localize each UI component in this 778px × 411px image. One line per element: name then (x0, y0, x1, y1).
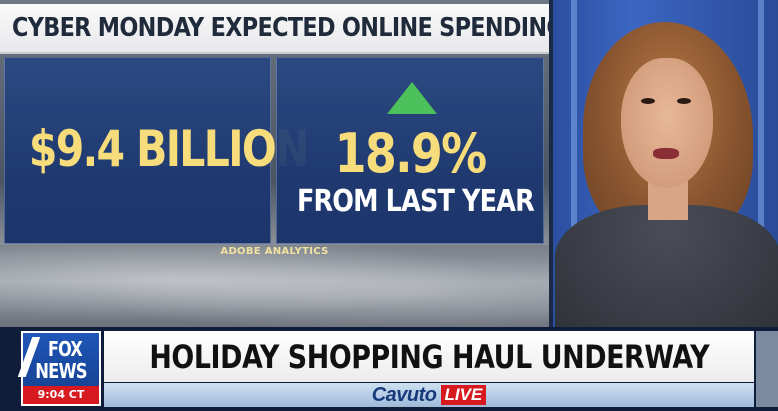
anchor-mouth (653, 148, 679, 159)
growth-percent: 18.9% (334, 122, 487, 185)
headline-banner: HOLIDAY SHOPPING HAUL UNDERWAY (104, 331, 754, 382)
studio-light-stripe (758, 0, 764, 327)
anchor-face (621, 58, 713, 188)
graphic-headline: CYBER MONDAY EXPECTED ONLINE SPENDING (12, 13, 549, 43)
show-bar: Cavuto LIVE (104, 383, 754, 407)
lower-third-edge (756, 331, 778, 407)
fox-news-logo: FOX NEWS 9:04 CT (17, 331, 101, 406)
show-name: Cavuto (371, 383, 437, 406)
amount-box: $9.4 BILLION (4, 57, 310, 244)
source-credit: ADOBE ANALYTICS (220, 246, 329, 257)
background-floor (0, 245, 549, 327)
anchor-torso (555, 205, 778, 327)
banner-headline: HOLIDAY SHOPPING HAUL UNDERWAY (149, 337, 709, 376)
anchor-eye (677, 98, 691, 104)
studio-light-stripe (571, 0, 577, 327)
anchor-video (553, 0, 778, 327)
anchor-eye (641, 98, 655, 104)
graphic-headline-bar: CYBER MONDAY EXPECTED ONLINE SPENDING (0, 4, 549, 54)
infographic-panel: CYBER MONDAY EXPECTED ONLINE SPENDING $9… (0, 0, 549, 327)
growth-label: FROM LAST YEAR (296, 184, 535, 219)
broadcast-time: 9:04 CT (23, 386, 99, 404)
logo-news-text: NEWS (35, 359, 87, 383)
logo-fox-text: FOX (48, 337, 83, 361)
growth-box: 18.9% FROM LAST YEAR (276, 57, 544, 244)
spending-amount: $9.4 BILLION (28, 120, 310, 178)
up-triangle-icon (387, 82, 437, 114)
live-badge: LIVE (440, 385, 487, 405)
